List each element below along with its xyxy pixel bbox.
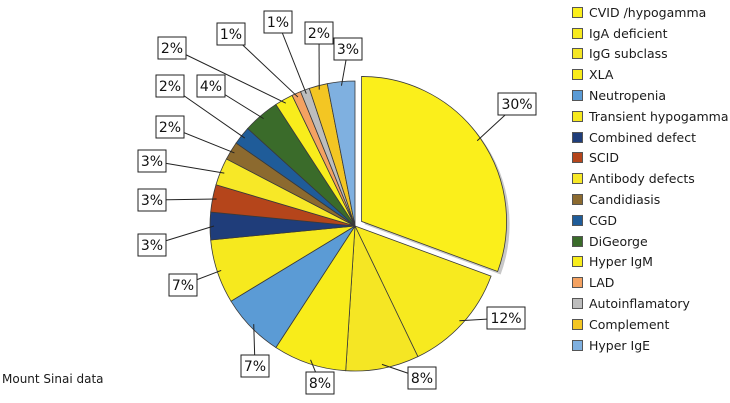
legend-swatch bbox=[572, 131, 583, 143]
data-label-box bbox=[216, 22, 246, 46]
data-label: 12% bbox=[490, 311, 521, 327]
legend-item: IgG subclass bbox=[572, 44, 730, 65]
data-label: 2% bbox=[308, 26, 330, 42]
legend-item: Candidiasis bbox=[572, 189, 730, 210]
legend-label: Transient hypogamma bbox=[589, 108, 729, 124]
legend-label: SCID bbox=[589, 150, 619, 166]
data-label: 1% bbox=[220, 27, 242, 43]
data-label-box bbox=[137, 233, 167, 257]
data-label-box bbox=[240, 354, 270, 378]
legend-swatch bbox=[572, 298, 583, 310]
data-label: 4% bbox=[200, 79, 222, 95]
legend-label: Complement bbox=[589, 316, 670, 332]
legend-label: IgG subclass bbox=[589, 46, 668, 62]
legend-item: Combined defect bbox=[572, 127, 730, 148]
leader-line bbox=[277, 21, 307, 94]
data-label-box bbox=[155, 74, 185, 98]
legend-swatch bbox=[572, 318, 583, 330]
legend-item: Complement bbox=[572, 314, 730, 335]
data-label: 30% bbox=[501, 97, 532, 113]
data-label: 3% bbox=[141, 193, 163, 209]
legend-label: Candidiasis bbox=[589, 192, 661, 208]
data-label: 8% bbox=[309, 376, 331, 392]
legend-label: CVID /hypogamma bbox=[589, 4, 707, 20]
legend-swatch bbox=[572, 69, 583, 81]
leader-line bbox=[171, 47, 287, 104]
legend-label: Hyper IgM bbox=[589, 254, 653, 270]
legend-swatch bbox=[572, 110, 583, 122]
data-label-box bbox=[155, 115, 185, 139]
data-label-box bbox=[486, 306, 526, 330]
legend-item: Antibody defects bbox=[572, 168, 730, 189]
data-label-box bbox=[196, 74, 226, 98]
data-label: 2% bbox=[159, 79, 181, 95]
legend-swatch bbox=[572, 48, 583, 60]
pie-slice bbox=[326, 80, 356, 227]
legend-swatch bbox=[572, 235, 583, 247]
legend-label: Antibody defects bbox=[589, 171, 695, 187]
legend-label: CGD bbox=[589, 212, 618, 228]
legend-swatch bbox=[572, 214, 583, 226]
data-label: 7% bbox=[244, 359, 266, 375]
data-label-box bbox=[157, 36, 187, 60]
legend-item: Autoinflamatory bbox=[572, 293, 730, 314]
legend-item: Hyper IgM bbox=[572, 252, 730, 273]
data-label-box bbox=[168, 273, 198, 297]
pie-slices bbox=[209, 76, 510, 372]
legend-label: Autoinflamatory bbox=[589, 296, 690, 312]
data-label-box bbox=[304, 21, 334, 45]
legend-label: DiGeorge bbox=[589, 233, 648, 249]
legend-label: Hyper IgE bbox=[589, 337, 651, 353]
data-label: 1% bbox=[267, 15, 289, 31]
chart-legend: CVID /hypogamma IgA deficient IgG subclass… bbox=[572, 2, 730, 356]
legend-label: IgA deficient bbox=[589, 25, 668, 41]
legend-swatch bbox=[572, 6, 583, 18]
legend-item: XLA bbox=[572, 64, 730, 85]
data-label: 2% bbox=[159, 120, 181, 136]
legend-swatch bbox=[572, 256, 583, 268]
data-label: 2% bbox=[161, 41, 183, 57]
data-label-box bbox=[137, 149, 167, 173]
data-label: 3% bbox=[141, 154, 163, 170]
legend-swatch bbox=[572, 173, 583, 185]
data-label-box bbox=[407, 366, 437, 390]
pie-labels: 30% 12% 8% 8% 7% 7% 3% 3% 3% 2% 2% 4% 2% 1% 1% 2% 3% bbox=[137, 10, 537, 395]
legend-swatch bbox=[572, 152, 583, 164]
data-label-box bbox=[305, 371, 335, 395]
legend-item: CVID /hypogamma bbox=[572, 2, 730, 23]
data-label: 7% bbox=[172, 278, 194, 294]
legend-swatch bbox=[572, 90, 583, 102]
legend-item: LAD bbox=[572, 272, 730, 293]
data-label-box bbox=[333, 37, 363, 61]
legend-item: Neutropenia bbox=[572, 85, 730, 106]
legend-label: XLA bbox=[589, 67, 614, 83]
legend-item: SCID bbox=[572, 148, 730, 169]
legend-item: Hyper IgE bbox=[572, 335, 730, 356]
legend-item: IgA deficient bbox=[572, 23, 730, 44]
legend-label: Combined defect bbox=[589, 129, 696, 145]
chart-caption: Mount Sinai data bbox=[2, 372, 104, 386]
data-label: 8% bbox=[411, 371, 433, 387]
data-label-box bbox=[263, 10, 293, 34]
data-label-box bbox=[497, 92, 537, 116]
legend-swatch bbox=[572, 339, 583, 351]
legend-label: LAD bbox=[589, 275, 615, 291]
data-label: 3% bbox=[141, 238, 163, 254]
legend-item: CGD bbox=[572, 210, 730, 231]
legend-item: DiGeorge bbox=[572, 231, 730, 252]
legend-swatch bbox=[572, 194, 583, 206]
data-label: 3% bbox=[337, 42, 359, 58]
legend-swatch bbox=[572, 27, 583, 39]
pie-slice bbox=[361, 76, 507, 273]
data-label-box bbox=[137, 188, 167, 212]
pie-slice bbox=[354, 225, 492, 358]
legend-item: Transient hypogamma bbox=[572, 106, 730, 127]
legend-swatch bbox=[572, 277, 583, 289]
legend-label: Neutropenia bbox=[589, 88, 667, 104]
